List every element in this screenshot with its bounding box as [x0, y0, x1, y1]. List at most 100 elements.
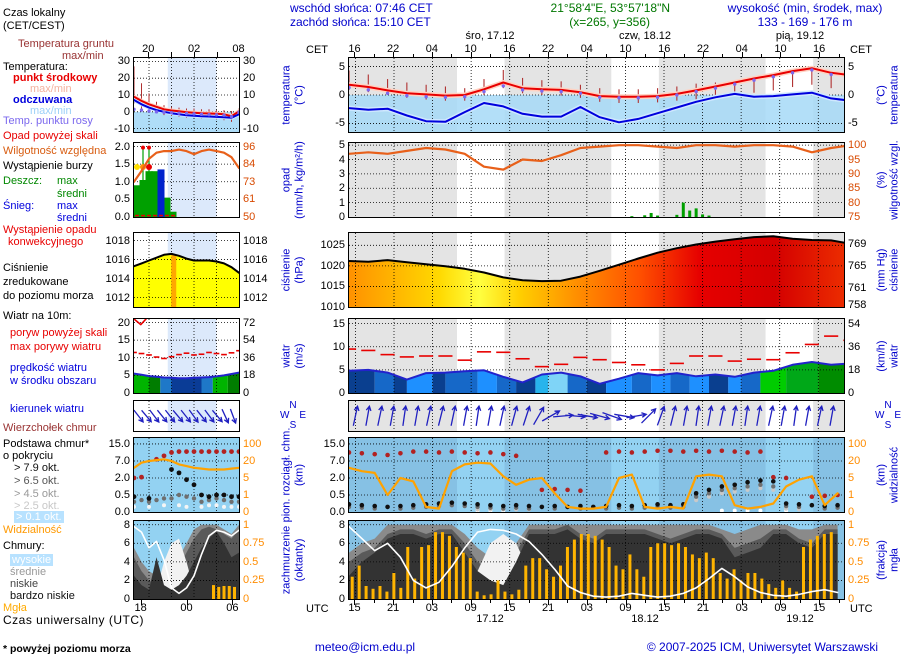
tick-label: 0: [243, 593, 250, 605]
axis-tick-mark: [799, 600, 801, 603]
legend-podstawa-chmur: Podstawa chmur*: [3, 438, 90, 450]
axis-tick-mark: [586, 600, 588, 605]
tick-label: 2: [123, 574, 130, 587]
tick-label: 15: [332, 317, 345, 330]
hour-label-cet: 10: [774, 43, 787, 55]
axis-tick-mark: [741, 52, 743, 57]
hour-label-cet: 22: [696, 43, 710, 55]
mini-hour-label-cet: 02: [188, 43, 201, 55]
legend-punkt-rodkowy: punkt środkowy: [13, 72, 98, 84]
axis-title-right-temp: (°C) temperatura: [875, 65, 900, 125]
axis-tick-mark: [412, 54, 414, 57]
hour-label-utc: 15: [503, 602, 516, 614]
axis-tick-mark: [148, 52, 150, 57]
axis-title-left-press: ciśnienie (hPa): [280, 248, 305, 292]
altitude-label: wysokość (min, środek, max): [727, 1, 883, 15]
tick-label: 0.5: [243, 555, 259, 568]
hour-label-cet: 16: [813, 43, 826, 55]
hour-label-cet: 10: [619, 43, 632, 55]
tick-label: 2.0: [114, 471, 130, 484]
axis-tick-mark: [509, 52, 511, 57]
compass-letter-n: N: [289, 400, 297, 411]
axis-title-left-chm: pion. rozciągł. chm. (km): [280, 427, 305, 523]
local-time-label: Czas lokalny: [3, 7, 66, 19]
mini-hour-label-utc: 06: [226, 602, 239, 614]
hour-label-cet: 04: [425, 43, 439, 55]
legend-bardzo-niskie: bardzo niskie: [10, 590, 75, 602]
grid-point: (x=265, y=356): [569, 15, 650, 29]
tick-label: 0: [848, 387, 855, 399]
tick-label: 10: [332, 340, 345, 353]
tick-label: 36: [243, 351, 256, 364]
axis-tick-mark: [664, 52, 666, 57]
axis-tick-mark: [799, 54, 801, 57]
axis-tick-mark: [586, 52, 588, 57]
tick-label: 0.75: [848, 537, 870, 550]
hour-label-cet: 10: [464, 43, 477, 55]
hour-label-cet: 16: [348, 43, 361, 55]
tick-label: 1.0: [114, 175, 130, 188]
cet-label-left: CET: [306, 44, 328, 56]
tick-label: 1015: [320, 280, 345, 293]
mini-hour-label-cet: 08: [232, 43, 245, 55]
legend-opad-powy-ej-skali: Opad powyżej skali: [3, 130, 98, 142]
tick-label: 10: [117, 351, 130, 364]
legend-max-porywy-wiatru: max porywy wiatru: [10, 341, 102, 353]
tick-label: 30: [243, 55, 256, 68]
axis-tick-mark: [664, 600, 666, 605]
tick-label: 15.0: [323, 437, 345, 450]
tick-label: 54: [243, 334, 256, 347]
axis-tick-mark: [819, 600, 821, 605]
axis-tick-mark: [625, 600, 627, 605]
tick-label: -10: [243, 122, 259, 135]
hour-label-cet: 22: [387, 43, 400, 55]
contact-email-link[interactable]: meteo@icm.edu.pl: [314, 640, 416, 654]
legend-7-9-okt: > 7.9 okt.: [14, 462, 60, 474]
panel-mini-dir: [133, 400, 240, 432]
tick-label: 30: [117, 55, 130, 68]
hour-label-utc: 21: [387, 602, 400, 614]
compass-letter-s: S: [289, 420, 297, 431]
axis-tick-mark: [683, 54, 685, 57]
legend-rednie: średnie: [10, 566, 47, 578]
utc-label-left: UTC: [306, 603, 329, 615]
legend-mg-a: Mgła: [3, 602, 27, 614]
axis-title-right-press: (mm Hg) ciśnienie: [875, 248, 900, 292]
legend-zredukowane: zredukowane: [3, 276, 69, 288]
footnote: * powyżej poziomu morza: [3, 643, 131, 655]
hour-label-utc: 09: [774, 602, 787, 614]
tick-label: 85: [848, 182, 861, 195]
copyright: © 2007-2025 ICM, Uniwersytet Warszawski: [646, 640, 878, 654]
legend-max-min: max/min: [30, 105, 72, 117]
axis-tick-mark: [644, 54, 646, 57]
tick-label: 0: [848, 593, 855, 605]
hour-label-utc: 15: [658, 602, 671, 614]
axis-tick-mark: [780, 52, 782, 57]
axis-tick-mark: [644, 600, 646, 603]
tick-label: 0.25: [848, 574, 870, 587]
axis-tick-mark: [490, 54, 491, 57]
legend-2-5-okt: > 2.5 okt.: [14, 500, 60, 512]
axis-tick-mark: [232, 600, 234, 605]
tick-label: 84: [243, 158, 256, 171]
tick-label: 0.5: [114, 488, 130, 501]
tick-label: 0.5: [114, 193, 130, 206]
legend-chmury: Chmury:: [3, 540, 45, 552]
axis-tick-mark: [548, 52, 550, 57]
legend-wyst-pienie-opadu: Wystąpienie opadu: [3, 224, 97, 236]
tick-label: 8: [123, 518, 130, 531]
axis-tick-mark: [683, 600, 685, 603]
tick-label: 0.0: [329, 506, 345, 518]
tick-label: 73: [243, 175, 256, 188]
panel-mini-opad: [133, 142, 240, 218]
tick-label: 15.0: [108, 437, 130, 450]
axis-tick-mark: [722, 600, 724, 603]
tick-label: 1025: [320, 239, 345, 252]
tick-label: 1: [848, 488, 855, 501]
axis-tick-mark: [819, 52, 821, 57]
tick-label: 61: [243, 193, 256, 206]
hour-label-utc: 03: [580, 602, 593, 614]
tick-label: 10: [243, 89, 256, 101]
axis-tick-mark: [509, 600, 511, 605]
